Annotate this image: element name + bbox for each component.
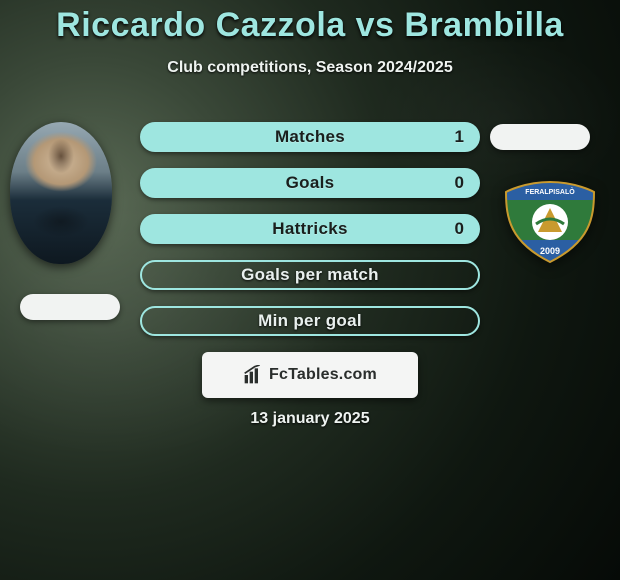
page-subtitle: Club competitions, Season 2024/2025 bbox=[0, 59, 620, 77]
brand-badge: FcTables.com bbox=[202, 352, 418, 398]
footer-date: 13 january 2025 bbox=[0, 410, 620, 428]
crest-year: 2009 bbox=[540, 246, 560, 256]
stat-row-goals-per-match: Goals per match bbox=[140, 260, 480, 290]
stat-label: Goals bbox=[286, 173, 335, 193]
stat-right-value: 0 bbox=[455, 173, 464, 193]
page-title: Riccardo Cazzola vs Brambilla bbox=[0, 0, 620, 45]
stat-label: Min per goal bbox=[258, 311, 362, 331]
player-right-crest: FERALPISALÒ 2009 bbox=[498, 178, 602, 266]
stat-label: Goals per match bbox=[241, 265, 379, 285]
player-left-avatar bbox=[10, 122, 112, 264]
crest-top-text: FERALPISALÒ bbox=[525, 187, 575, 196]
stat-label: Hattricks bbox=[272, 219, 347, 239]
brand-text: FcTables.com bbox=[269, 366, 377, 384]
stat-row-goals: Goals 0 bbox=[140, 168, 480, 198]
stat-row-min-per-goal: Min per goal bbox=[140, 306, 480, 336]
stat-row-hattricks: Hattricks 0 bbox=[140, 214, 480, 244]
player-right-placeholder-pill bbox=[490, 124, 590, 150]
stat-right-value: 1 bbox=[455, 127, 464, 147]
chart-icon bbox=[243, 365, 263, 385]
stat-label: Matches bbox=[275, 127, 345, 147]
stat-right-value: 0 bbox=[455, 219, 464, 239]
stat-row-matches: Matches 1 bbox=[140, 122, 480, 152]
player-left-placeholder-pill bbox=[20, 294, 120, 320]
infographic-card: Riccardo Cazzola vs Brambilla Club compe… bbox=[0, 0, 620, 580]
stat-rows: Matches 1 Goals 0 Hattricks 0 Goals per … bbox=[140, 122, 480, 336]
